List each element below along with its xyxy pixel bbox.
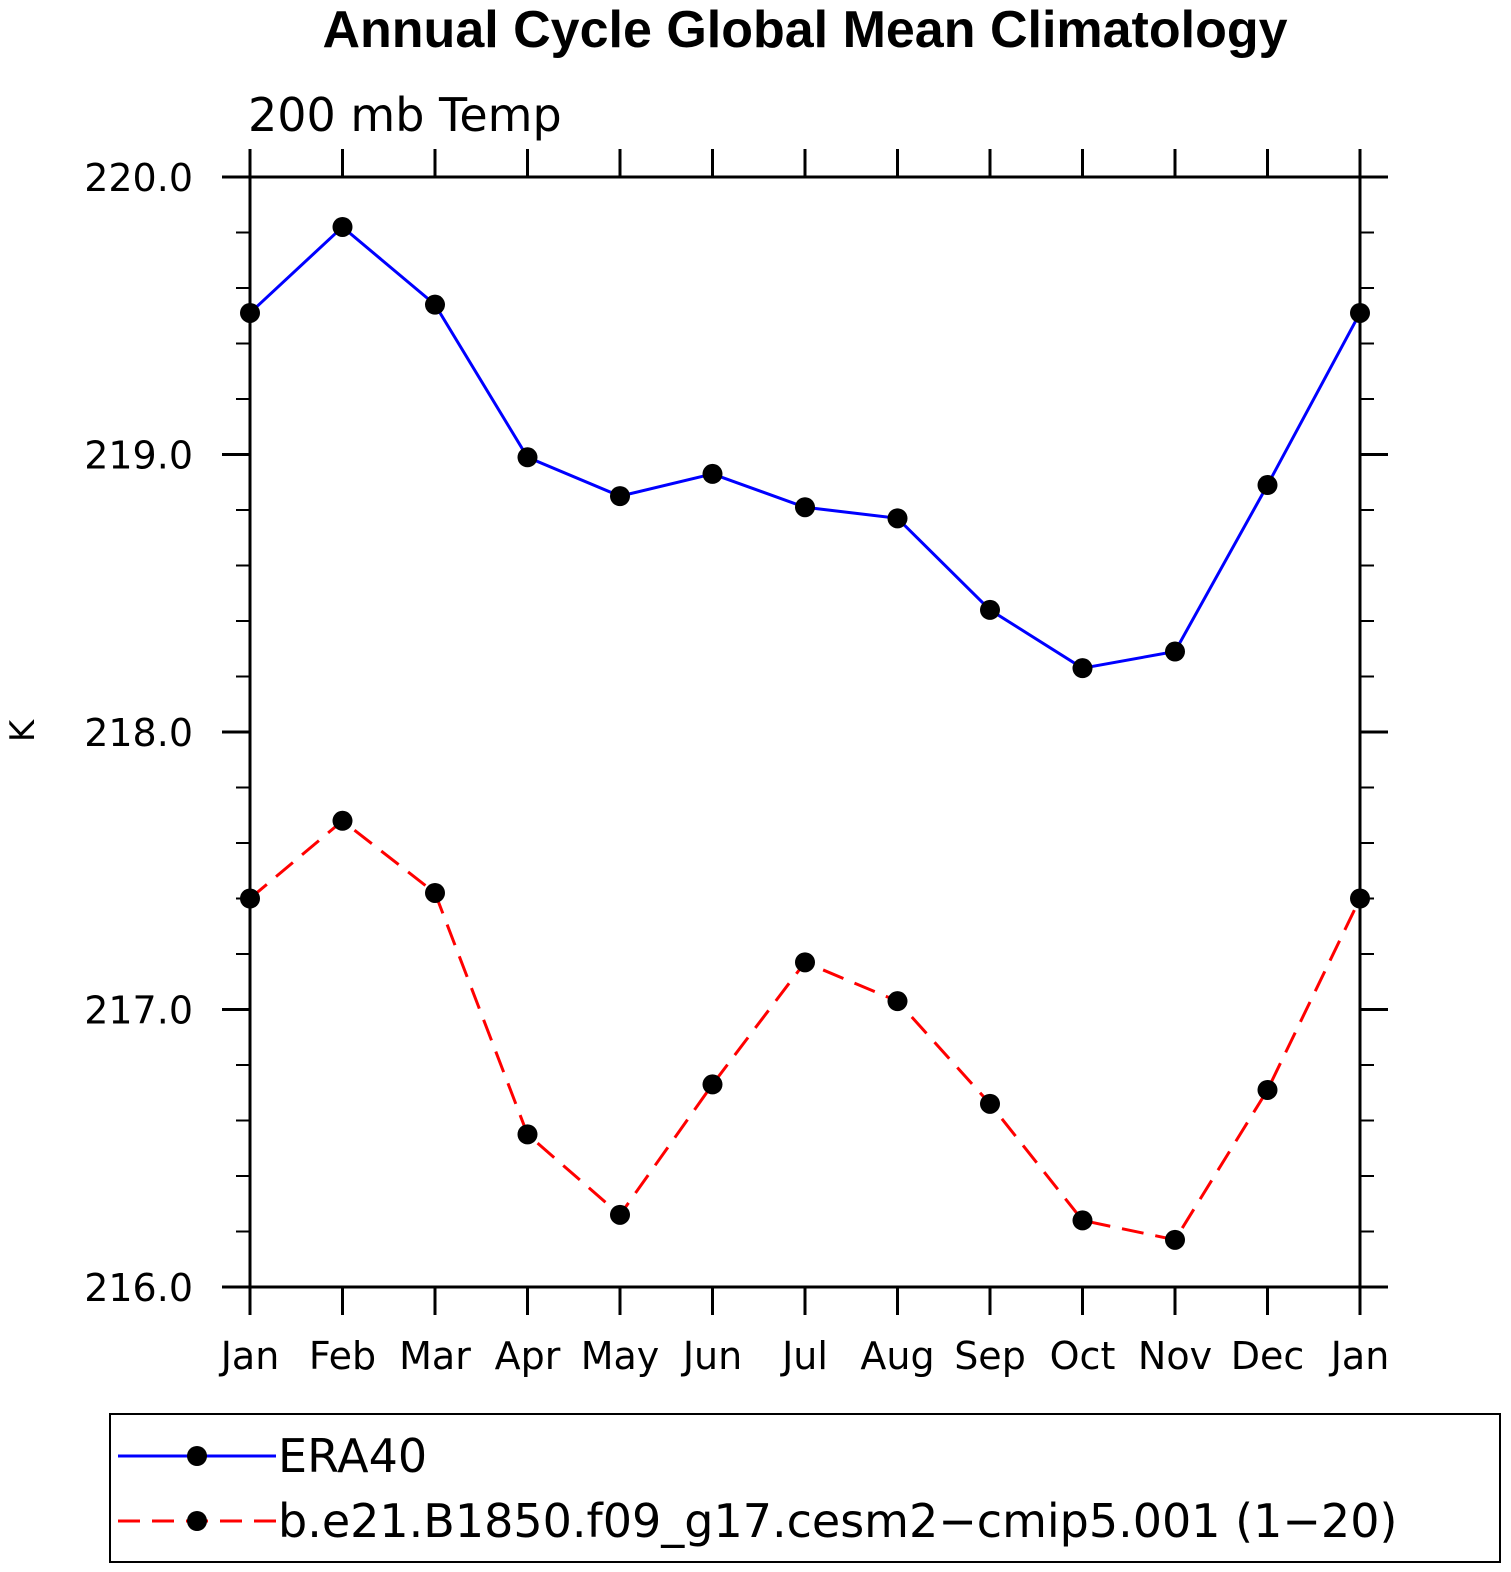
- data-point: [1350, 888, 1370, 909]
- data-point: [517, 1124, 538, 1145]
- data-point: [795, 497, 815, 518]
- y-tick-labels: 216.0 217.0 218.0 219.0 220.0: [84, 156, 193, 1310]
- x-tick-label: Aug: [860, 1334, 934, 1378]
- x-tick-labels: Jan Feb Mar Apr May Jun Jul Aug Sep Oct Nov Dec Jan: [219, 1334, 1390, 1378]
- data-point: [702, 1074, 723, 1095]
- legend-marker: [187, 1511, 207, 1531]
- x-tick-label: Jul: [780, 1334, 828, 1378]
- legend-label-2: b.e21.B1850.f09_g17.cesm2−cmip5.001 (1−2…: [278, 1494, 1397, 1548]
- data-point: [610, 1204, 630, 1225]
- y-tick-label: 216.0: [84, 1266, 193, 1310]
- data-point: [1165, 641, 1185, 662]
- x-tick-label: Nov: [1138, 1334, 1212, 1378]
- data-point: [1072, 1210, 1093, 1231]
- x-tick-label: Dec: [1231, 1334, 1305, 1378]
- data-point: [425, 294, 445, 315]
- data-point: [1350, 302, 1370, 323]
- legend-label-1: ERA40: [278, 1429, 427, 1483]
- data-point: [1257, 1079, 1278, 1100]
- data-point: [610, 486, 630, 507]
- legend-marker: [187, 1446, 207, 1466]
- x-tick-label: Feb: [309, 1334, 376, 1378]
- data-point: [887, 508, 908, 529]
- x-tick-label: Sep: [954, 1334, 1026, 1378]
- data-point: [240, 302, 260, 323]
- data-point: [332, 810, 353, 831]
- data-point: [795, 952, 815, 973]
- data-point: [1165, 1229, 1185, 1250]
- y-axis-label: K: [3, 718, 43, 742]
- data-point: [980, 1093, 1000, 1114]
- x-tick-label: Oct: [1050, 1334, 1116, 1378]
- data-point: [1257, 475, 1278, 496]
- y-tick-label: 220.0: [84, 156, 193, 200]
- data-point: [425, 882, 445, 903]
- chart-title: Annual Cycle Global Mean Climatology: [322, 1, 1287, 59]
- data-point: [1072, 658, 1093, 679]
- x-tick-label: Apr: [495, 1334, 561, 1378]
- y-tick-label: 219.0: [84, 434, 193, 478]
- data-point: [517, 447, 538, 468]
- legend: ERA40 b.e21.B1850.f09_g17.cesm2−cmip5.001…: [118, 1429, 1397, 1548]
- data-point: [332, 216, 353, 237]
- series-line-2: [249, 818, 1362, 1242]
- x-tick-label: Jun: [681, 1334, 742, 1378]
- plot-frame: [248, 175, 1362, 1289]
- x-tick-label: Mar: [399, 1334, 471, 1378]
- x-tick-label: Jan: [1329, 1334, 1390, 1378]
- y-tick-label: 218.0: [84, 711, 193, 755]
- x-tick-label: Jan: [219, 1334, 280, 1378]
- data-point: [887, 991, 908, 1012]
- legend-box: [109, 1413, 1501, 1563]
- x-tick-label: May: [581, 1334, 660, 1378]
- data-point: [702, 463, 723, 484]
- series-line-1: [248, 224, 1362, 670]
- chart-subtitle: 200 mb Temp: [248, 88, 562, 142]
- data-point: [240, 888, 260, 909]
- y-tick-label: 217.0: [84, 989, 193, 1033]
- series-group: [240, 216, 1370, 1250]
- axis-ticks: [222, 149, 1388, 1315]
- data-point: [980, 599, 1000, 620]
